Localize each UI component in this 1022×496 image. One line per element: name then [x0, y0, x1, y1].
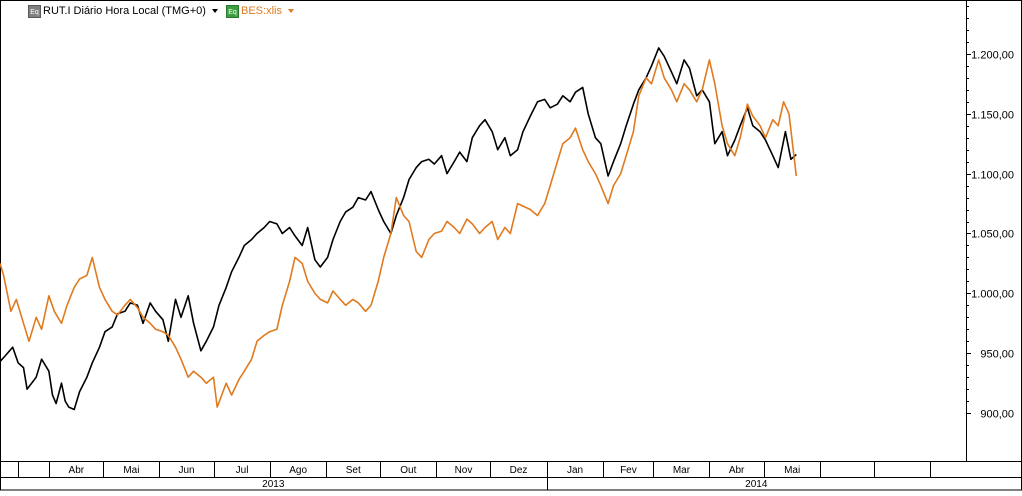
- equity-icon: Eq: [28, 4, 41, 18]
- year-label: 2013: [262, 479, 285, 490]
- chevron-down-icon[interactable]: [287, 9, 294, 13]
- y-tick-label: 1.050,00: [971, 229, 1014, 241]
- legend-label-bes: BES:xlis: [241, 5, 282, 17]
- legend-series-bes[interactable]: Eq BES:xlis: [226, 3, 294, 19]
- legend-series-rut[interactable]: Eq RUT.I Diário Hora Local (TMG+0): [28, 3, 218, 19]
- y-tick-label: 900,00: [980, 409, 1014, 421]
- y-tick-label: 1.000,00: [971, 289, 1014, 301]
- chevron-down-icon[interactable]: [211, 9, 218, 13]
- x-tick-label: Abr: [729, 465, 745, 476]
- equity-icon: Eq: [226, 4, 239, 18]
- x-tick-label: Fev: [620, 465, 637, 476]
- x-tick-label: Mai: [123, 465, 139, 476]
- x-tick-label: Dez: [510, 465, 528, 476]
- x-tick-label: Ago: [289, 465, 307, 476]
- x-tick-label: Jun: [178, 465, 194, 476]
- y-tick-label: 950,00: [980, 349, 1014, 361]
- y-tick-label: 1.200,00: [971, 50, 1014, 62]
- legend-label-rut: RUT.I Diário Hora Local (TMG+0): [43, 5, 206, 17]
- x-tick-label: Set: [346, 465, 361, 476]
- y-tick-label: 1.100,00: [971, 170, 1014, 182]
- series-line-bes: [0, 59, 798, 408]
- x-tick-label: Mar: [673, 465, 691, 476]
- x-tick-label: Jan: [567, 465, 583, 476]
- x-tick-label: Mai: [784, 465, 800, 476]
- x-tick-label: Out: [400, 465, 416, 476]
- y-tick-label: 1.150,00: [971, 110, 1014, 122]
- x-tick-label: Nov: [455, 465, 473, 476]
- x-tick-label: Jul: [236, 465, 249, 476]
- year-label: 2014: [745, 479, 768, 490]
- x-tick-label: Abr: [69, 465, 85, 476]
